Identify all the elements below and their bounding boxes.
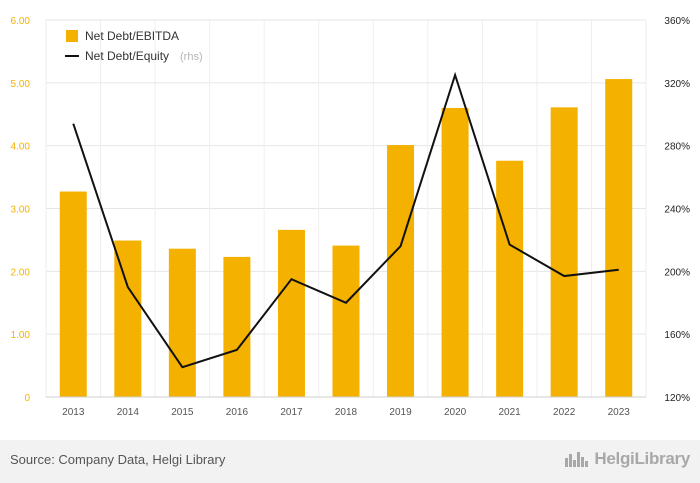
y-right-tick-label: 320% [664,79,690,90]
bar [496,160,524,397]
x-tick-label: 2015 [171,407,194,418]
city-skyline-icon [565,452,589,467]
legend[interactable]: Net Debt/EBITDA Net Debt/Equity (rhs) [65,29,203,63]
x-tick-label: 2023 [608,407,631,418]
bar [223,256,251,397]
y-left-tick-label: 5.00 [11,79,31,90]
x-tick-label: 2019 [389,407,412,418]
x-tick-label: 2016 [226,407,249,418]
bar [441,107,469,397]
y-right-tick-label: 360% [664,16,690,27]
legend-label: Net Debt/EBITDA [85,29,179,43]
y-right-tick-label: 160% [664,330,690,341]
footer: Source: Company Data, Helgi Library Helg… [0,440,700,483]
x-tick-label: 2021 [499,407,522,418]
legend-bar-swatch [66,30,78,42]
series-line [72,71,619,369]
grid-lines [45,19,647,398]
legend-suffix: (rhs) [180,51,203,63]
bar [168,248,196,397]
axes: 2013 2014 2015 2016 2017 2018 2019 2020 2021 2022… [11,16,691,418]
y-left-tick-label: 1.00 [11,330,31,341]
y-right-tick-label: 200% [664,267,690,278]
bar [387,145,415,397]
bar-series [59,79,633,398]
bar [550,107,578,398]
y-right-tick-label: 280% [664,142,690,153]
y-left-tick-label: 3.00 [11,205,31,216]
source-note: Source: Company Data, Helgi Library [10,452,226,467]
x-tick-label: 2018 [335,407,358,418]
y-right-tick-label: 120% [664,393,690,404]
y-right-tick-label: 240% [664,205,690,216]
y-left-tick-label: 4.00 [11,142,31,153]
x-tick-label: 2022 [553,407,576,418]
chart: 2013 2014 2015 2016 2017 2018 2019 2020 2021 2022… [11,16,691,418]
x-tick-label: 2017 [280,407,303,418]
y-left-tick-label: 6.00 [11,16,31,27]
y-left-tick-label: 2.00 [11,267,31,278]
bar [277,229,305,397]
bar [605,79,633,398]
line-series [72,71,619,369]
bar [332,245,360,397]
chart-svg: 2013 2014 2015 2016 2017 2018 2019 2020 2021 2022… [11,16,691,418]
bar [59,191,87,397]
x-tick-label: 2020 [444,407,467,418]
bar [114,240,142,397]
x-tick-label: 2014 [117,407,140,418]
legend-label: Net Debt/Equity [85,49,169,63]
x-tick-label: 2013 [62,407,85,418]
brand-logo[interactable]: HelgiLibrary [564,449,690,469]
y-left-tick-label: 0 [24,393,30,404]
brand-name: HelgiLibrary [594,449,690,468]
